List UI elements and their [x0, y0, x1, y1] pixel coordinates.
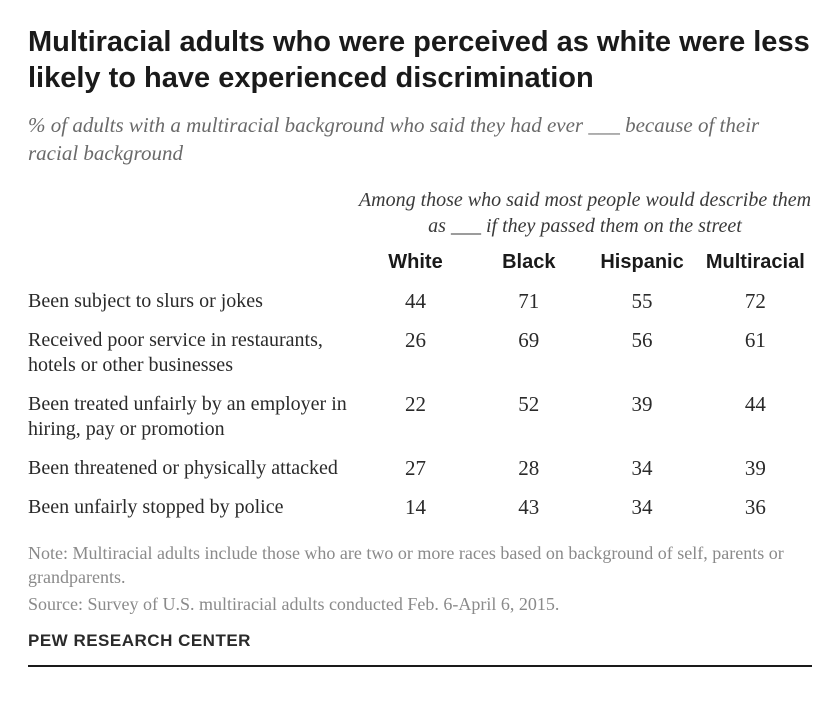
table-row: Been unfairly stopped by police 14 43 34… — [28, 488, 812, 527]
row-label: Been unfairly stopped by police — [28, 488, 359, 527]
data-table-wrapper: Among those who said most people would d… — [28, 187, 812, 527]
brand-attribution: PEW RESEARCH CENTER — [28, 631, 812, 651]
cell: 43 — [472, 488, 585, 527]
cell: 28 — [472, 449, 585, 488]
row-label: Been threatened or physically attacked — [28, 449, 359, 488]
bottom-rule — [28, 665, 812, 667]
cell: 71 — [472, 282, 585, 321]
cell: 26 — [359, 321, 472, 385]
cell: 22 — [359, 385, 472, 449]
source-line: Source: Survey of U.S. multiracial adult… — [28, 594, 812, 615]
footnote: Note: Multiracial adults include those w… — [28, 541, 812, 590]
cell: 69 — [472, 321, 585, 385]
chart-subtitle: % of adults with a multiracial backgroun… — [28, 111, 812, 168]
data-table: White Black Hispanic Multiracial Been su… — [28, 247, 812, 527]
row-label: Received poor service in restaurants, ho… — [28, 321, 359, 385]
cell: 72 — [699, 282, 812, 321]
cell: 34 — [585, 449, 698, 488]
col-header-multiracial: Multiracial — [699, 247, 812, 282]
table-row: Been treated unfairly by an employer in … — [28, 385, 812, 449]
row-label: Been treated unfairly by an employer in … — [28, 385, 359, 449]
table-row: Received poor service in restaurants, ho… — [28, 321, 812, 385]
cell: 44 — [359, 282, 472, 321]
cell: 56 — [585, 321, 698, 385]
column-super-header: Among those who said most people would d… — [358, 187, 812, 239]
row-label: Been subject to slurs or jokes — [28, 282, 359, 321]
cell: 61 — [699, 321, 812, 385]
col-header-hispanic: Hispanic — [585, 247, 698, 282]
cell: 34 — [585, 488, 698, 527]
table-row: Been subject to slurs or jokes 44 71 55 … — [28, 282, 812, 321]
column-header-row: White Black Hispanic Multiracial — [28, 247, 812, 282]
cell: 36 — [699, 488, 812, 527]
cell: 39 — [699, 449, 812, 488]
cell: 14 — [359, 488, 472, 527]
cell: 44 — [699, 385, 812, 449]
cell: 39 — [585, 385, 698, 449]
col-header-black: Black — [472, 247, 585, 282]
cell: 55 — [585, 282, 698, 321]
col-header-white: White — [359, 247, 472, 282]
cell: 27 — [359, 449, 472, 488]
chart-title: Multiracial adults who were perceived as… — [28, 24, 812, 97]
cell: 52 — [472, 385, 585, 449]
table-row: Been threatened or physically attacked 2… — [28, 449, 812, 488]
